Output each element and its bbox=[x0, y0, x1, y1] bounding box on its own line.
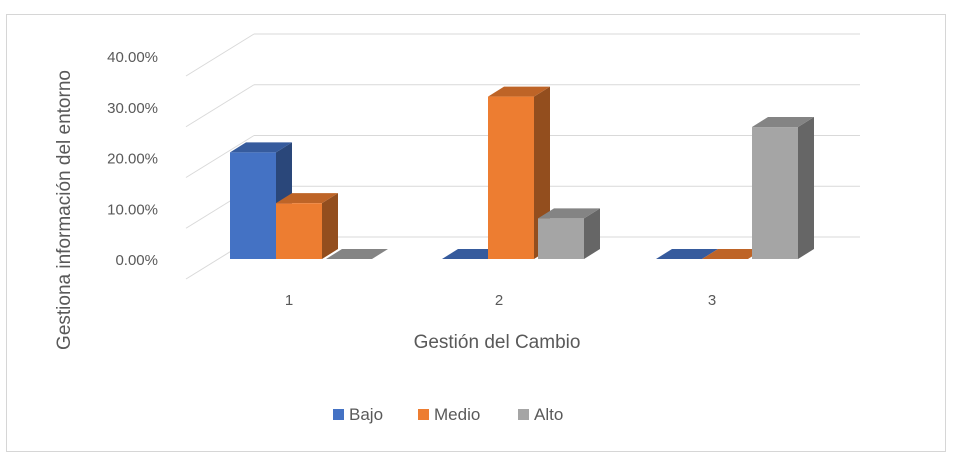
bar-top bbox=[702, 249, 764, 259]
x-tick-label: 3 bbox=[708, 292, 716, 309]
bar-top bbox=[230, 142, 292, 153]
bar-front bbox=[488, 96, 534, 259]
bars bbox=[230, 86, 814, 259]
legend-label-alto: Alto bbox=[534, 405, 563, 424]
legend-swatch-medio bbox=[418, 409, 429, 420]
bar-side bbox=[798, 117, 814, 259]
gridline-diagonal bbox=[185, 33, 255, 77]
x-axis-title: Gestión del Cambio bbox=[414, 332, 581, 353]
bar-front bbox=[230, 152, 276, 259]
y-tick-label: 40.00% bbox=[107, 49, 158, 66]
bar-top bbox=[326, 249, 388, 259]
bar-top bbox=[656, 249, 718, 259]
y-tick-label: 10.00% bbox=[107, 201, 158, 218]
y-tick-labels: 0.00% 10.00% 20.00% 30.00% 40.00% bbox=[107, 49, 158, 269]
bar-alto-1 bbox=[326, 249, 388, 259]
bar-alto-2 bbox=[538, 208, 600, 259]
y-axis-title: Gestiona información del entorno bbox=[54, 70, 75, 350]
legend-swatch-bajo bbox=[333, 409, 344, 420]
x-tick-labels: 1 2 3 bbox=[285, 292, 716, 309]
bar-side bbox=[584, 208, 600, 259]
x-tick-label: 2 bbox=[495, 292, 503, 309]
legend-label-medio: Medio bbox=[434, 405, 480, 424]
gridline-diagonal bbox=[185, 84, 255, 128]
bar-top bbox=[276, 193, 338, 204]
bar-medio-1 bbox=[276, 193, 338, 259]
bar-side bbox=[322, 193, 338, 259]
bar-top bbox=[488, 86, 550, 97]
legend-label-bajo: Bajo bbox=[349, 405, 383, 424]
gridline-diagonal bbox=[185, 135, 255, 178]
y-tick-label: 0.00% bbox=[115, 252, 158, 269]
legend: Bajo Medio Alto bbox=[333, 405, 563, 424]
bar-front bbox=[276, 203, 322, 259]
bar-alto-3 bbox=[752, 117, 814, 259]
bar-medio-3 bbox=[702, 249, 764, 259]
y-tick-label: 30.00% bbox=[107, 100, 158, 117]
bar-top bbox=[752, 117, 814, 128]
y-tick-label: 20.00% bbox=[107, 151, 158, 168]
x-tick-label: 1 bbox=[285, 292, 293, 309]
legend-swatch-alto bbox=[518, 409, 529, 420]
bar-top bbox=[538, 208, 600, 219]
bar-bajo-3 bbox=[656, 249, 718, 259]
bar-front bbox=[752, 127, 798, 259]
bar-front bbox=[538, 218, 584, 259]
